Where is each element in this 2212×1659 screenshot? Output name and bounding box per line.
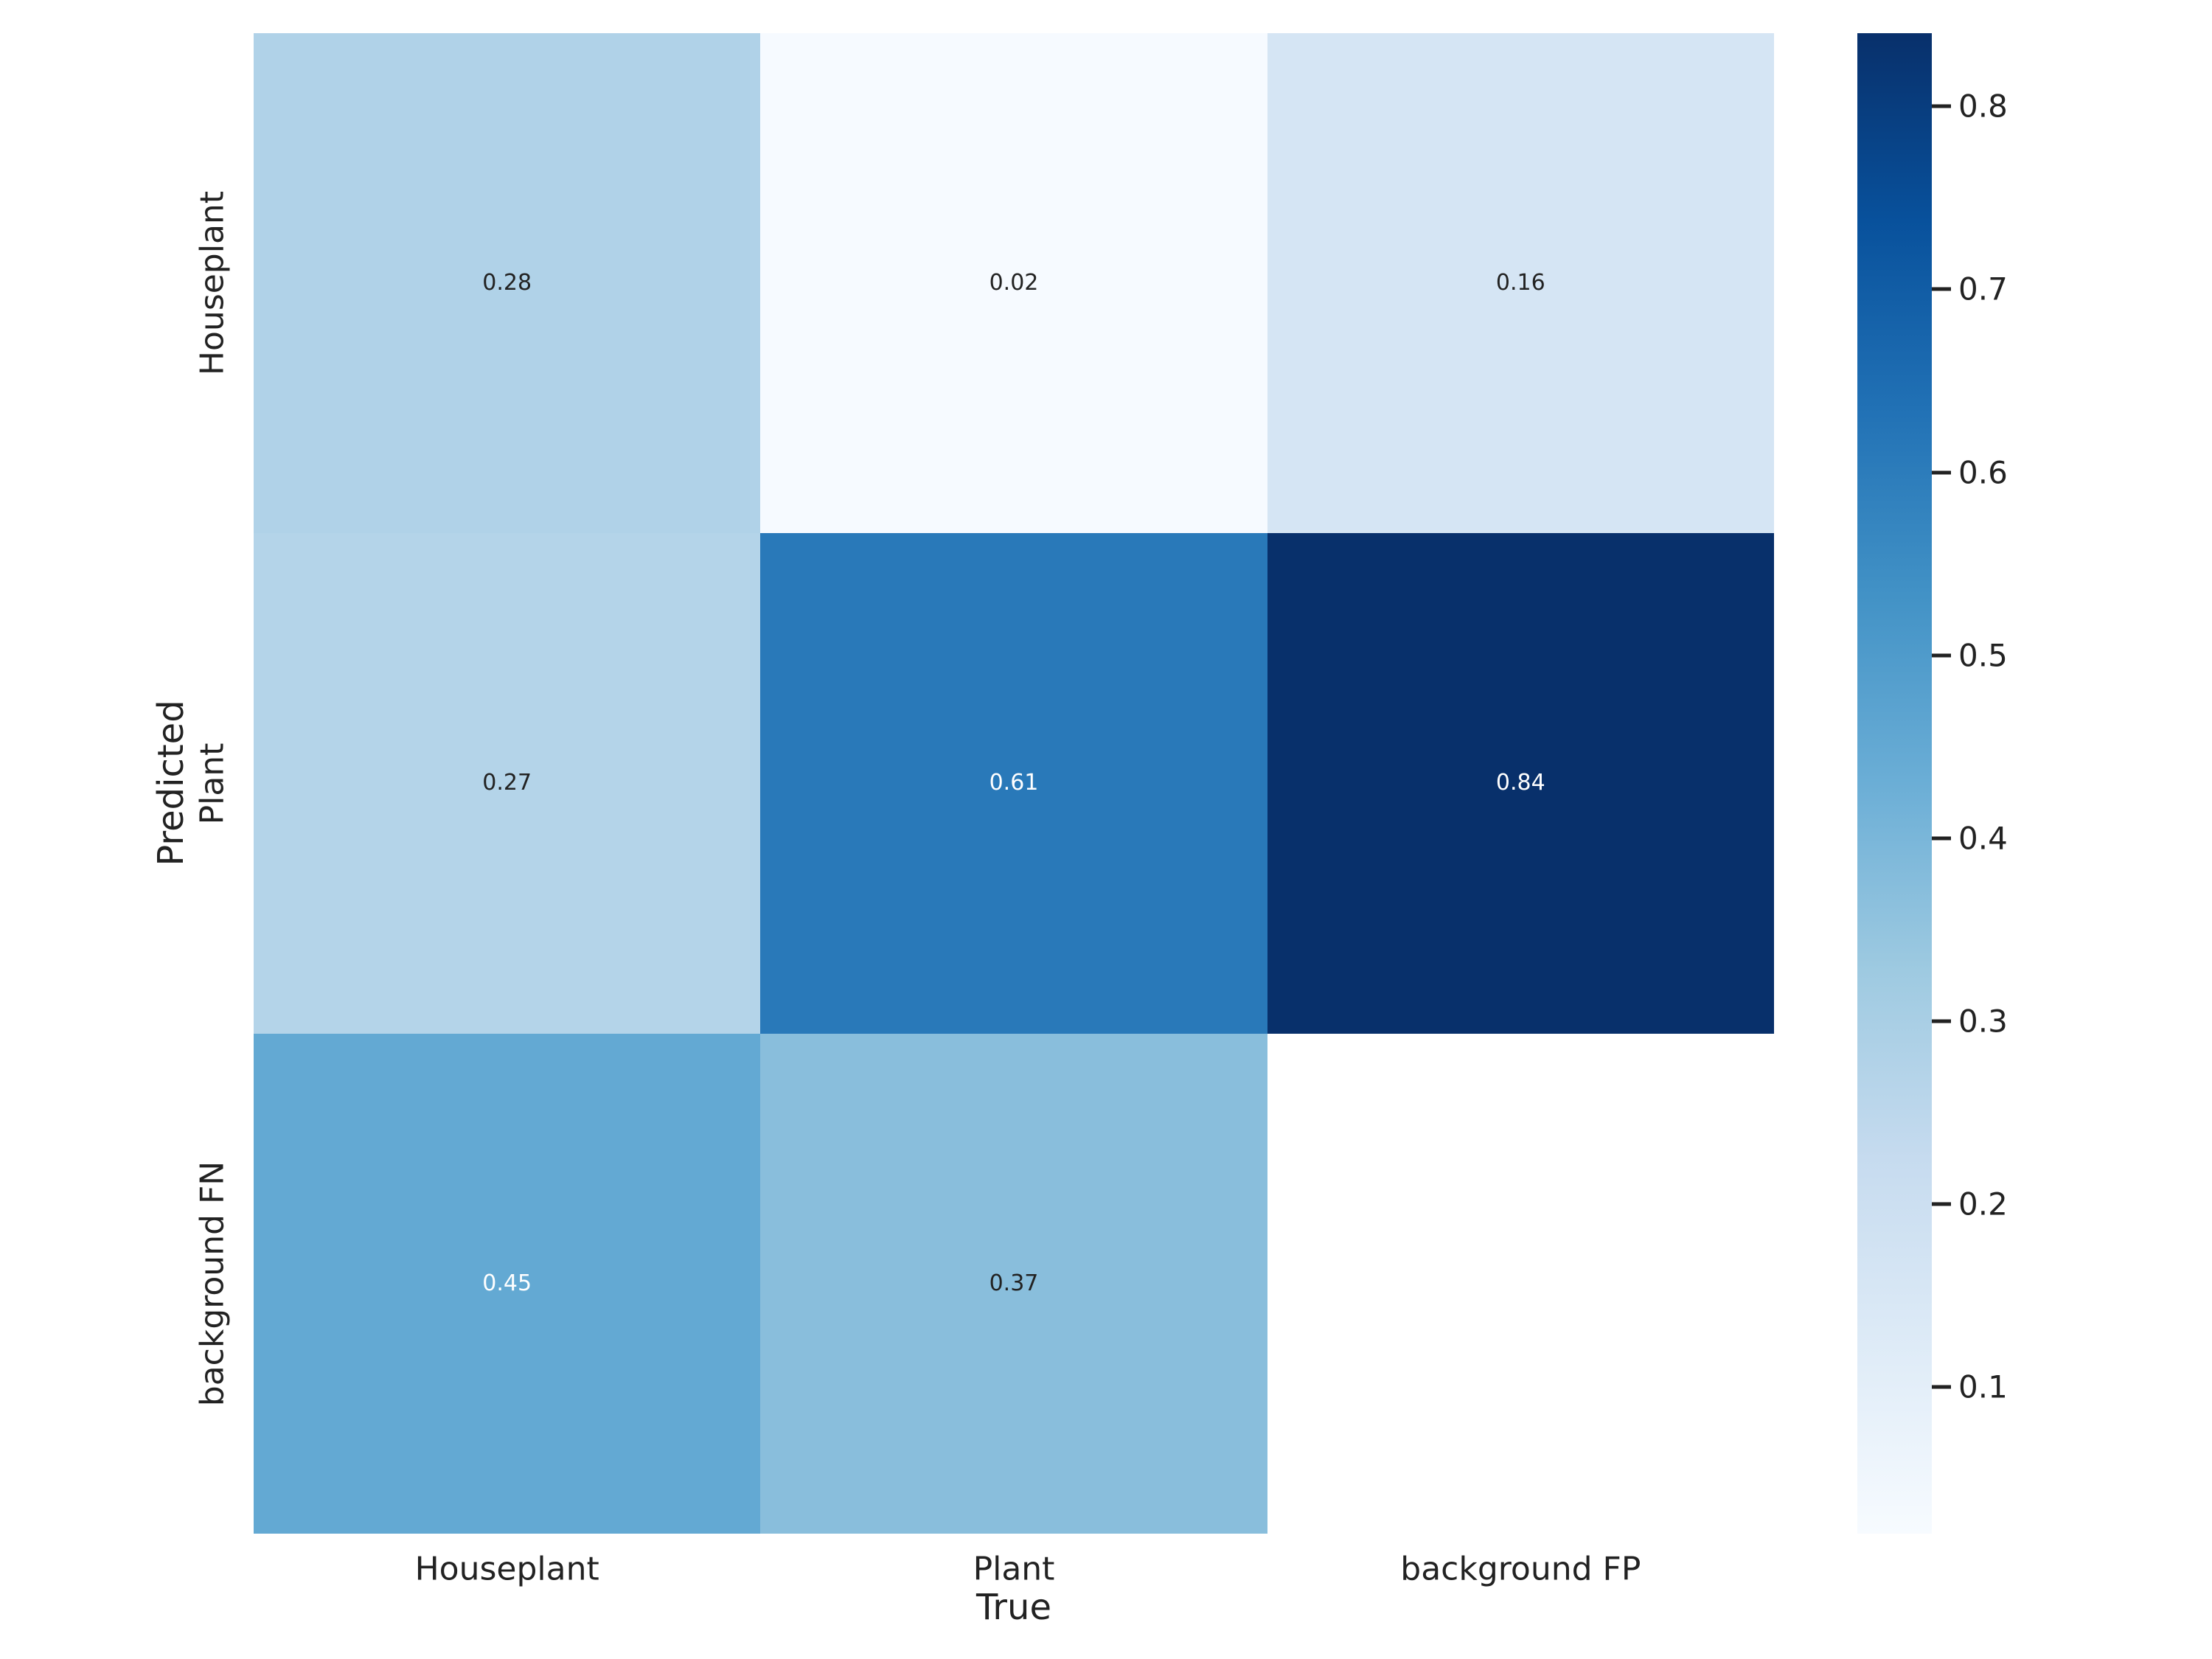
- heatmap-cell: 0.37: [760, 1033, 1267, 1534]
- colorbar-tick-mark: [1932, 1202, 1951, 1206]
- cell-value: 0.61: [989, 770, 1039, 796]
- colorbar-tick-label: 0.1: [1958, 1368, 2008, 1405]
- x-tick-label: background FP: [1400, 1550, 1641, 1588]
- cell-value: 0.37: [989, 1270, 1039, 1296]
- heatmap-cell: 0.61: [760, 533, 1267, 1034]
- heatmap-cell: 0.27: [254, 533, 761, 1034]
- colorbar-tick-label: 0.2: [1958, 1186, 2008, 1222]
- colorbar-tick-mark: [1932, 653, 1951, 658]
- x-tick-label: Houseplant: [414, 1550, 599, 1588]
- heatmap-cell: 0.02: [760, 33, 1267, 534]
- x-axis-label: True: [976, 1587, 1051, 1628]
- colorbar-tick-mark: [1932, 836, 1951, 841]
- y-tick-label: Plant: [193, 742, 232, 824]
- colorbar-tick-mark: [1932, 287, 1951, 291]
- heatmap-cell: 0.16: [1267, 33, 1774, 534]
- heatmap-cell: 0.84: [1267, 533, 1774, 1034]
- colorbar-tick-label: 0.7: [1958, 271, 2008, 307]
- heatmap-cell: 0.28: [254, 33, 761, 534]
- y-axis-label: Predicted: [150, 700, 192, 866]
- colorbar-tick-mark: [1932, 1385, 1951, 1389]
- colorbar-tick-label: 0.5: [1958, 637, 2008, 674]
- colorbar: [1857, 33, 1932, 1534]
- cell-value: 0.84: [1495, 770, 1545, 796]
- heatmap-cell: 0.45: [254, 1033, 761, 1534]
- colorbar-tick-label: 0.4: [1958, 820, 2008, 857]
- cell-value: 0.16: [1495, 270, 1545, 296]
- cell-value: 0.27: [482, 770, 532, 796]
- colorbar-tick-label: 0.6: [1958, 454, 2008, 491]
- heatmap-cell: [1267, 1033, 1774, 1534]
- y-tick-label: background FN: [193, 1161, 232, 1407]
- x-tick-label: Plant: [973, 1550, 1055, 1588]
- cell-value: 0.28: [482, 270, 532, 296]
- cell-value: 0.45: [482, 1270, 532, 1296]
- heatmap-grid: 0.28 0.02 0.16 0.27 0.61 0.84 0.45 0.37: [254, 33, 1774, 1534]
- colorbar-tick-label: 0.3: [1958, 1003, 2008, 1040]
- colorbar-tick-mark: [1932, 470, 1951, 475]
- colorbar-tick-label: 0.8: [1958, 88, 2008, 125]
- colorbar-tick-mark: [1932, 1019, 1951, 1023]
- cell-value: 0.02: [989, 270, 1039, 296]
- colorbar-tick-mark: [1932, 104, 1951, 108]
- y-tick-label: Houseplant: [193, 191, 232, 376]
